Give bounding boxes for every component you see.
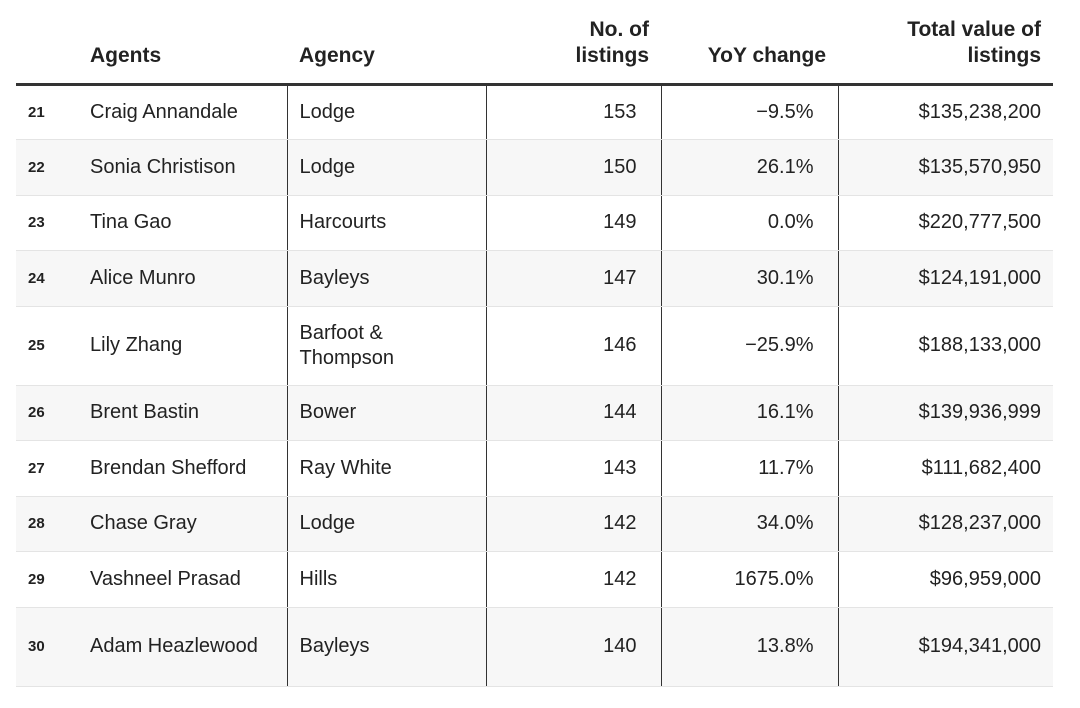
cell-total: $194,341,000 — [838, 607, 1053, 687]
cell-listings: 149 — [486, 195, 662, 251]
cell-yoy: 34.0% — [661, 496, 839, 552]
table-row: 25 Lily Zhang Barfoot & Thompson 146 −25… — [16, 306, 1053, 386]
cell-listings: 142 — [486, 551, 662, 608]
cell-agency: Bower — [287, 385, 487, 441]
cell-listings: 142 — [486, 496, 662, 552]
cell-agency: Bayleys — [287, 250, 487, 307]
header-total: Total value of listings — [838, 0, 1053, 86]
cell-listings: 144 — [486, 385, 662, 441]
header-total-line2: listings — [967, 43, 1041, 67]
cell-listings: 146 — [486, 306, 662, 386]
cell-yoy: 26.1% — [661, 139, 839, 196]
table-body: 21 Craig Annandale Lodge 153 −9.5% $135,… — [16, 84, 1053, 687]
cell-rank: 23 — [16, 195, 78, 251]
cell-yoy: 30.1% — [661, 250, 839, 307]
table-row: 30 Adam Heazlewood Bayleys 140 13.8% $19… — [16, 607, 1053, 687]
cell-agent: Vashneel Prasad — [78, 551, 288, 608]
cell-agent: Chase Gray — [78, 496, 288, 552]
cell-agency: Hills — [287, 551, 487, 608]
header-row: Agents Agency No. of listings YoY change… — [16, 0, 1053, 86]
cell-agency: Bayleys — [287, 607, 487, 687]
header-rank — [16, 0, 78, 86]
cell-total: $220,777,500 — [838, 195, 1053, 251]
table-row: 24 Alice Munro Bayleys 147 30.1% $124,19… — [16, 250, 1053, 307]
cell-yoy: 1675.0% — [661, 551, 839, 608]
cell-total: $135,238,200 — [838, 84, 1053, 140]
cell-rank: 30 — [16, 607, 78, 687]
cell-yoy: 0.0% — [661, 195, 839, 251]
table-header: Agents Agency No. of listings YoY change… — [16, 0, 1053, 86]
cell-rank: 24 — [16, 250, 78, 307]
cell-agent: Adam Heazlewood — [78, 607, 288, 687]
table-row: 22 Sonia Christison Lodge 150 26.1% $135… — [16, 139, 1053, 196]
cell-agent: Sonia Christison — [78, 139, 288, 196]
cell-agency: Harcourts — [287, 195, 487, 251]
cell-rank: 28 — [16, 496, 78, 552]
cell-agency: Lodge — [287, 496, 487, 552]
cell-agent: Alice Munro — [78, 250, 288, 307]
cell-agent: Brent Bastin — [78, 385, 288, 441]
agent-listings-table-container: Agents Agency No. of listings YoY change… — [16, 0, 1053, 687]
cell-total: $96,959,000 — [838, 551, 1053, 608]
table-row: 26 Brent Bastin Bower 144 16.1% $139,936… — [16, 385, 1053, 441]
table-row: 29 Vashneel Prasad Hills 142 1675.0% $96… — [16, 551, 1053, 608]
header-listings: No. of listings — [486, 0, 661, 86]
cell-agent: Brendan Shefford — [78, 440, 288, 497]
table-row: 21 Craig Annandale Lodge 153 −9.5% $135,… — [16, 84, 1053, 140]
cell-agency: Ray White — [287, 440, 487, 497]
cell-total: $139,936,999 — [838, 385, 1053, 441]
table-row: 23 Tina Gao Harcourts 149 0.0% $220,777,… — [16, 195, 1053, 251]
cell-total: $128,237,000 — [838, 496, 1053, 552]
header-listings-line1: No. of — [589, 17, 649, 41]
cell-yoy: 13.8% — [661, 607, 839, 687]
header-total-line1: Total value of — [907, 17, 1041, 41]
cell-listings: 140 — [486, 607, 662, 687]
cell-rank: 26 — [16, 385, 78, 441]
cell-listings: 143 — [486, 440, 662, 497]
cell-agency: Lodge — [287, 84, 487, 140]
table-row: 27 Brendan Shefford Ray White 143 11.7% … — [16, 440, 1053, 497]
cell-listings: 150 — [486, 139, 662, 196]
cell-agency: Barfoot & Thompson — [287, 306, 487, 386]
header-agents: Agents — [78, 0, 287, 86]
cell-rank: 29 — [16, 551, 78, 608]
cell-yoy: 16.1% — [661, 385, 839, 441]
cell-agency: Lodge — [287, 139, 487, 196]
cell-total: $111,682,400 — [838, 440, 1053, 497]
header-yoy: YoY change — [661, 0, 838, 86]
cell-rank: 27 — [16, 440, 78, 497]
cell-yoy: 11.7% — [661, 440, 839, 497]
table-row: 28 Chase Gray Lodge 142 34.0% $128,237,0… — [16, 496, 1053, 552]
cell-total: $188,133,000 — [838, 306, 1053, 386]
header-listings-line2: listings — [575, 43, 649, 67]
cell-rank: 22 — [16, 139, 78, 196]
cell-listings: 153 — [486, 84, 662, 140]
agent-listings-table: Agents Agency No. of listings YoY change… — [16, 0, 1053, 687]
cell-total: $124,191,000 — [838, 250, 1053, 307]
cell-yoy: −9.5% — [661, 84, 839, 140]
cell-agent: Lily Zhang — [78, 306, 288, 386]
cell-total: $135,570,950 — [838, 139, 1053, 196]
cell-agent: Tina Gao — [78, 195, 288, 251]
cell-yoy: −25.9% — [661, 306, 839, 386]
cell-rank: 25 — [16, 306, 78, 386]
cell-rank: 21 — [16, 84, 78, 140]
cell-agent: Craig Annandale — [78, 84, 288, 140]
header-agency: Agency — [287, 0, 486, 86]
cell-listings: 147 — [486, 250, 662, 307]
